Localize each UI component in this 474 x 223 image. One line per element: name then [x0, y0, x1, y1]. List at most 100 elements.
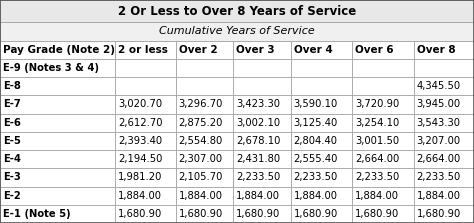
Text: 3,125.40: 3,125.40 [293, 118, 338, 128]
Bar [175, 59, 233, 77]
Bar [0, 95, 115, 114]
Bar [413, 168, 474, 186]
Text: Cumulative Years of Service: Cumulative Years of Service [159, 26, 315, 36]
Bar [0, 132, 115, 150]
Bar [413, 114, 474, 132]
Bar [352, 95, 413, 114]
Text: 3,001.50: 3,001.50 [355, 136, 399, 146]
Bar [175, 150, 233, 168]
Bar [352, 205, 413, 223]
Text: 2,233.50: 2,233.50 [293, 172, 338, 182]
Text: 2,678.10: 2,678.10 [236, 136, 281, 146]
Bar [233, 114, 291, 132]
Text: E-3: E-3 [3, 172, 21, 182]
Text: 2,393.40: 2,393.40 [118, 136, 162, 146]
Bar [291, 114, 352, 132]
Text: 1,680.90: 1,680.90 [179, 209, 223, 219]
Text: 2,233.50: 2,233.50 [236, 172, 280, 182]
Bar [352, 59, 413, 77]
Text: Over 4: Over 4 [293, 45, 332, 55]
Bar [233, 205, 291, 223]
Bar [291, 59, 352, 77]
Text: Pay Grade (Note 2): Pay Grade (Note 2) [3, 45, 115, 55]
Text: 3,945.00: 3,945.00 [417, 99, 461, 109]
Text: 1,884.00: 1,884.00 [118, 191, 162, 201]
Text: 1,680.90: 1,680.90 [417, 209, 461, 219]
Bar [0, 168, 115, 186]
Bar [352, 150, 413, 168]
Bar [175, 41, 233, 59]
Bar [291, 77, 352, 95]
Bar [115, 168, 175, 186]
Bar [0, 59, 115, 77]
Bar [0, 150, 115, 168]
Text: 2,105.70: 2,105.70 [179, 172, 223, 182]
Bar [115, 186, 175, 205]
Bar [413, 186, 474, 205]
Bar [175, 114, 233, 132]
Bar [413, 205, 474, 223]
Bar [233, 168, 291, 186]
Text: 2,664.00: 2,664.00 [417, 154, 461, 164]
Text: 3,254.10: 3,254.10 [355, 118, 399, 128]
Text: 2 Or Less to Over 8 Years of Service: 2 Or Less to Over 8 Years of Service [118, 5, 356, 18]
Bar [291, 205, 352, 223]
Text: 2 or less: 2 or less [118, 45, 168, 55]
Bar [291, 95, 352, 114]
Bar [175, 95, 233, 114]
Text: E-5: E-5 [3, 136, 21, 146]
Bar [352, 168, 413, 186]
Bar [115, 77, 175, 95]
Text: 1,884.00: 1,884.00 [179, 191, 223, 201]
Text: 1,680.90: 1,680.90 [236, 209, 280, 219]
Text: Over 3: Over 3 [236, 45, 275, 55]
Text: 1,680.90: 1,680.90 [355, 209, 399, 219]
Bar [115, 59, 175, 77]
Text: 1,981.20: 1,981.20 [118, 172, 163, 182]
Bar [175, 205, 233, 223]
Text: 1,884.00: 1,884.00 [355, 191, 399, 201]
Bar [291, 168, 352, 186]
Text: 2,612.70: 2,612.70 [118, 118, 163, 128]
Text: 2,664.00: 2,664.00 [355, 154, 399, 164]
Text: E-1 (Note 5): E-1 (Note 5) [3, 209, 71, 219]
Bar [115, 114, 175, 132]
Bar [233, 95, 291, 114]
Text: 3,207.00: 3,207.00 [417, 136, 461, 146]
Bar [115, 132, 175, 150]
Text: 1,884.00: 1,884.00 [417, 191, 461, 201]
Text: 2,233.50: 2,233.50 [417, 172, 461, 182]
Bar [0, 0, 474, 22]
Text: 4,345.50: 4,345.50 [417, 81, 461, 91]
Bar [233, 59, 291, 77]
Text: 2,194.50: 2,194.50 [118, 154, 163, 164]
Bar [233, 77, 291, 95]
Text: 2,233.50: 2,233.50 [355, 172, 399, 182]
Bar [291, 132, 352, 150]
Bar [413, 95, 474, 114]
Bar [352, 77, 413, 95]
Bar [233, 150, 291, 168]
Bar [413, 132, 474, 150]
Text: 2,307.00: 2,307.00 [179, 154, 223, 164]
Bar [0, 114, 115, 132]
Bar [413, 41, 474, 59]
Bar [352, 186, 413, 205]
Bar [291, 186, 352, 205]
Bar [175, 168, 233, 186]
Bar [233, 41, 291, 59]
Text: 3,296.70: 3,296.70 [179, 99, 223, 109]
Text: 1,680.90: 1,680.90 [293, 209, 338, 219]
Text: 1,884.00: 1,884.00 [293, 191, 337, 201]
Bar [175, 132, 233, 150]
Bar [115, 95, 175, 114]
Bar [115, 205, 175, 223]
Bar [175, 186, 233, 205]
Text: 3,423.30: 3,423.30 [236, 99, 280, 109]
Bar [233, 132, 291, 150]
Text: Over 2: Over 2 [179, 45, 217, 55]
Bar [352, 132, 413, 150]
Bar [0, 205, 115, 223]
Text: E-6: E-6 [3, 118, 21, 128]
Text: Over 6: Over 6 [355, 45, 394, 55]
